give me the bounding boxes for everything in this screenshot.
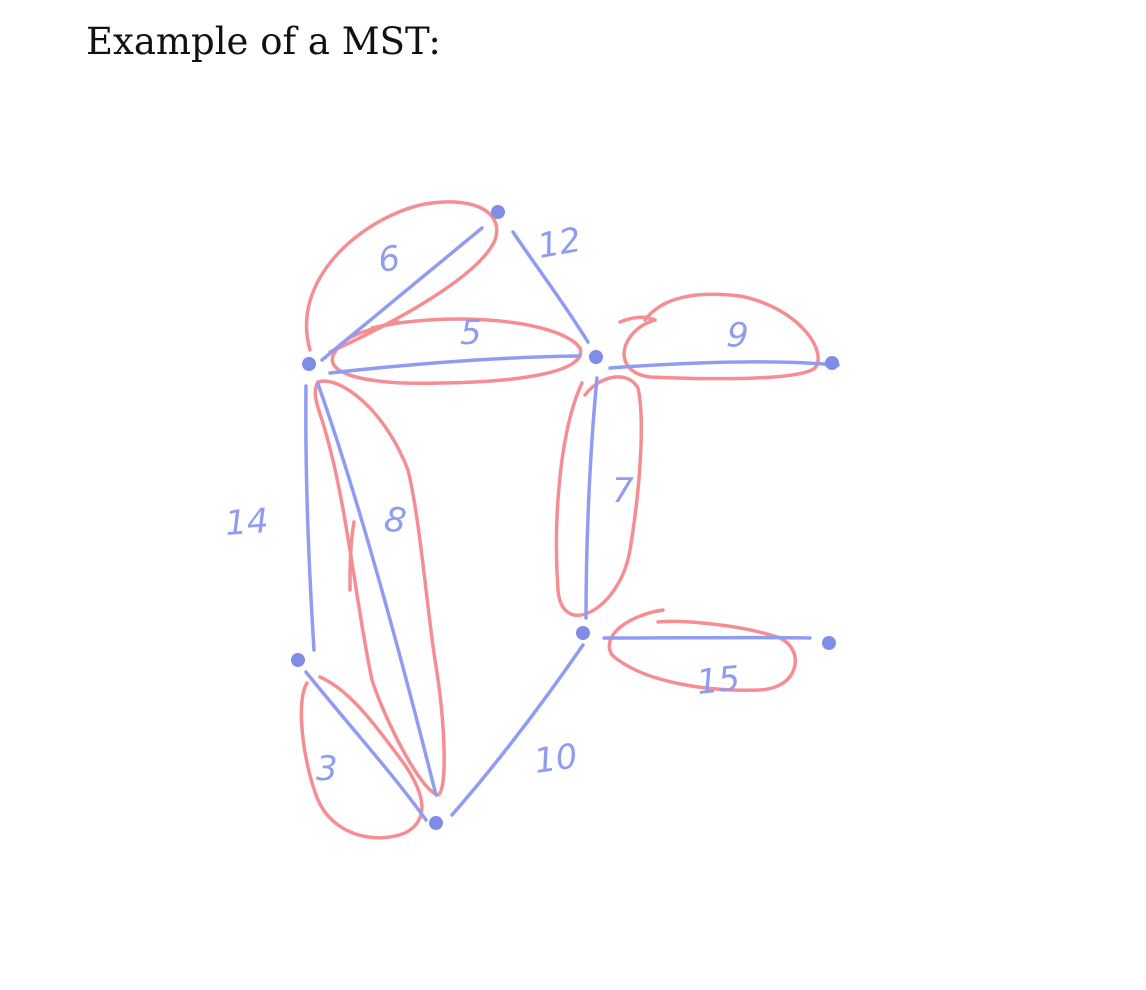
mst-highlight-stroke xyxy=(348,520,356,592)
nodes-layer xyxy=(291,205,839,830)
node-C xyxy=(589,350,603,364)
edge-weight-label-C-D: 9 xyxy=(725,315,749,356)
node-H xyxy=(429,816,443,830)
mst-highlight-F-G xyxy=(607,608,797,692)
page-title: Example of a MST: xyxy=(86,20,441,63)
edges-layer xyxy=(304,226,840,822)
edge-C-F xyxy=(584,376,599,620)
edge-weight-label-H-F: 10 xyxy=(532,736,580,782)
edge-B-E xyxy=(304,384,316,652)
edge-weight-label-A-C: 12 xyxy=(535,220,585,267)
edge-weight-label-E-H: 3 xyxy=(316,749,338,789)
mst-highlight-C-F xyxy=(554,375,644,617)
weight-labels-layer: 6 12 5 9 7 14 8 3 10 15 xyxy=(224,220,750,789)
mst-highlight-E-H xyxy=(299,675,424,840)
edge-weight-label-B-H: 8 xyxy=(382,499,409,542)
node-B xyxy=(302,357,316,371)
mst-highlight-A-B xyxy=(304,200,499,354)
node-F xyxy=(576,626,590,640)
node-A xyxy=(491,205,505,219)
edge-B-H xyxy=(316,382,438,797)
edge-weight-label-B-C: 5 xyxy=(460,313,482,353)
edge-B-C xyxy=(328,354,582,375)
edge-A-C xyxy=(511,230,590,344)
edge-weight-label-B-E: 14 xyxy=(224,501,270,544)
mst-highlight-stroke xyxy=(618,315,657,324)
edge-C-D xyxy=(608,359,840,370)
edge-E-H xyxy=(304,670,428,822)
node-E xyxy=(291,653,305,667)
edge-weight-label-C-F: 7 xyxy=(612,471,634,511)
mst-highlight-B-H xyxy=(313,379,446,797)
edge-A-B xyxy=(320,226,484,362)
node-G xyxy=(822,636,836,650)
edge-weight-label-F-G: 15 xyxy=(695,659,742,703)
mst-highlight-B-C xyxy=(330,317,583,385)
edge-H-F xyxy=(450,643,585,817)
node-D xyxy=(825,356,839,370)
edge-weight-label-A-B: 6 xyxy=(376,238,403,281)
